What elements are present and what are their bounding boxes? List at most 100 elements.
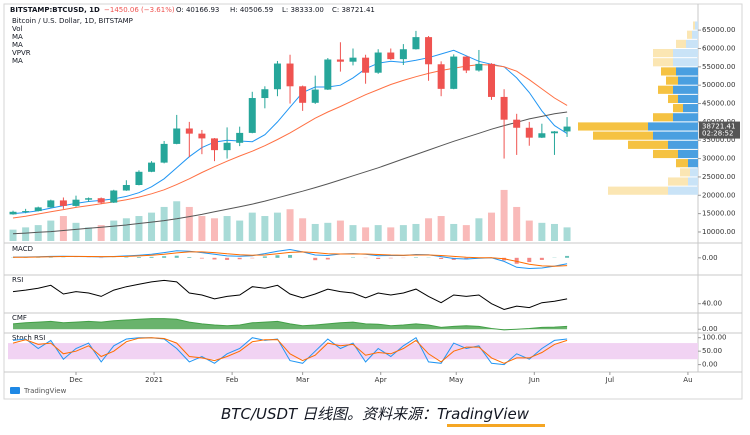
candle-body <box>47 200 54 207</box>
x-tick-label: May <box>449 376 463 384</box>
y-tick-label: 50.00 <box>702 347 722 355</box>
logo-text: TradingView <box>23 387 67 395</box>
caption-underline <box>447 424 545 427</box>
volume-bar <box>274 213 281 241</box>
vpvr-down <box>686 40 698 48</box>
vpvr-down <box>653 132 698 140</box>
macd-histogram-bar <box>275 255 279 258</box>
candle-body <box>72 200 79 206</box>
macd-histogram-bar <box>137 257 141 258</box>
candle-body <box>450 57 457 89</box>
vpvr-up <box>676 40 686 48</box>
vpvr-down <box>668 187 698 195</box>
volume-bar <box>350 225 357 241</box>
y-tick-label: 55000.00 <box>702 63 735 71</box>
vpvr-up <box>653 150 678 158</box>
candle-body <box>148 163 155 172</box>
x-tick-label: Au <box>683 376 692 384</box>
volume-bar <box>564 227 571 241</box>
macd-histogram-bar <box>439 258 443 259</box>
volume-bar <box>412 224 419 241</box>
x-tick-label: Jun <box>528 376 540 384</box>
macd-histogram-bar <box>150 257 154 258</box>
legend-entry: MA <box>12 33 23 41</box>
volume-bar <box>236 221 243 241</box>
macd-histogram-bar <box>200 258 204 259</box>
countdown-label: 02:28:52 <box>702 130 733 138</box>
legend-entry: MA <box>12 57 23 65</box>
volume-bar <box>337 221 344 241</box>
candle-body <box>526 128 533 138</box>
candle-body <box>501 97 508 120</box>
volume-bar <box>438 216 445 241</box>
volume-bar <box>450 224 457 241</box>
vpvr-up <box>668 95 678 103</box>
candle-body <box>123 185 130 191</box>
vpvr-down <box>676 67 698 75</box>
vpvr-up <box>661 67 676 75</box>
volume-bar <box>123 218 130 241</box>
vpvr-up <box>578 122 648 130</box>
volume-bar <box>249 213 256 241</box>
vpvr-up <box>673 104 683 112</box>
volume-bar <box>488 213 495 241</box>
vpvr-down <box>695 21 698 29</box>
vpvr-up <box>653 49 673 57</box>
y-tick-label: 25000.00 <box>702 173 735 181</box>
volume-bar <box>110 221 117 241</box>
volume-bar <box>161 207 168 241</box>
volume-bar <box>387 227 394 241</box>
caption: BTC/USDT 日线图。资料来源：TradingView <box>221 405 530 423</box>
vpvr-down <box>678 150 698 158</box>
vpvr-down <box>690 168 698 176</box>
candle-body <box>211 138 218 150</box>
candle-body <box>350 58 357 62</box>
candle-body <box>98 198 105 202</box>
band <box>8 343 698 359</box>
volume-bar <box>400 225 407 241</box>
x-tick-label: Mar <box>296 376 309 384</box>
vpvr-down <box>692 31 698 39</box>
vpvr-down <box>678 77 698 85</box>
volume-bar <box>312 224 319 241</box>
candle-body <box>475 64 482 71</box>
ohlc-close: C: 38721.41 <box>332 6 375 14</box>
vpvr-up <box>687 31 692 39</box>
logo-icon <box>10 387 20 394</box>
volume-bar <box>135 216 142 241</box>
volume-bar <box>224 216 231 241</box>
volume-bar <box>35 225 42 241</box>
macd-histogram-bar <box>263 256 267 257</box>
logo: TradingView <box>10 387 67 395</box>
volume-bar <box>85 227 92 241</box>
candle-body <box>236 133 243 143</box>
vpvr-down <box>673 58 698 66</box>
y-tick-label: 40.00 <box>702 300 722 308</box>
macd-histogram-bar <box>527 258 531 262</box>
candle-body <box>10 212 17 215</box>
volume-bar <box>173 201 180 241</box>
legend-entry: VPVR <box>12 49 31 57</box>
candle-body <box>22 211 29 212</box>
candle-body <box>173 128 180 143</box>
vpvr-down <box>673 49 698 57</box>
legend-entry: MA <box>12 41 23 49</box>
y-tick-label: 0.00 <box>702 254 718 262</box>
candle-body <box>425 37 432 64</box>
macd-histogram-bar <box>212 258 216 260</box>
candle-body <box>513 120 520 128</box>
candle-body <box>224 143 231 150</box>
volume-bar <box>475 218 482 241</box>
volume-bar <box>211 218 218 241</box>
volume-bar <box>375 225 382 241</box>
macd-histogram-bar <box>565 256 569 258</box>
candle-body <box>400 49 407 59</box>
macd-histogram-bar <box>313 258 317 260</box>
vpvr-up <box>628 141 668 149</box>
y-tick-label: 10000.00 <box>702 228 735 236</box>
vpvr-down <box>678 95 698 103</box>
vpvr-up <box>658 86 673 94</box>
macd-histogram-bar <box>225 258 229 260</box>
caption-source: TradingView <box>437 405 530 423</box>
